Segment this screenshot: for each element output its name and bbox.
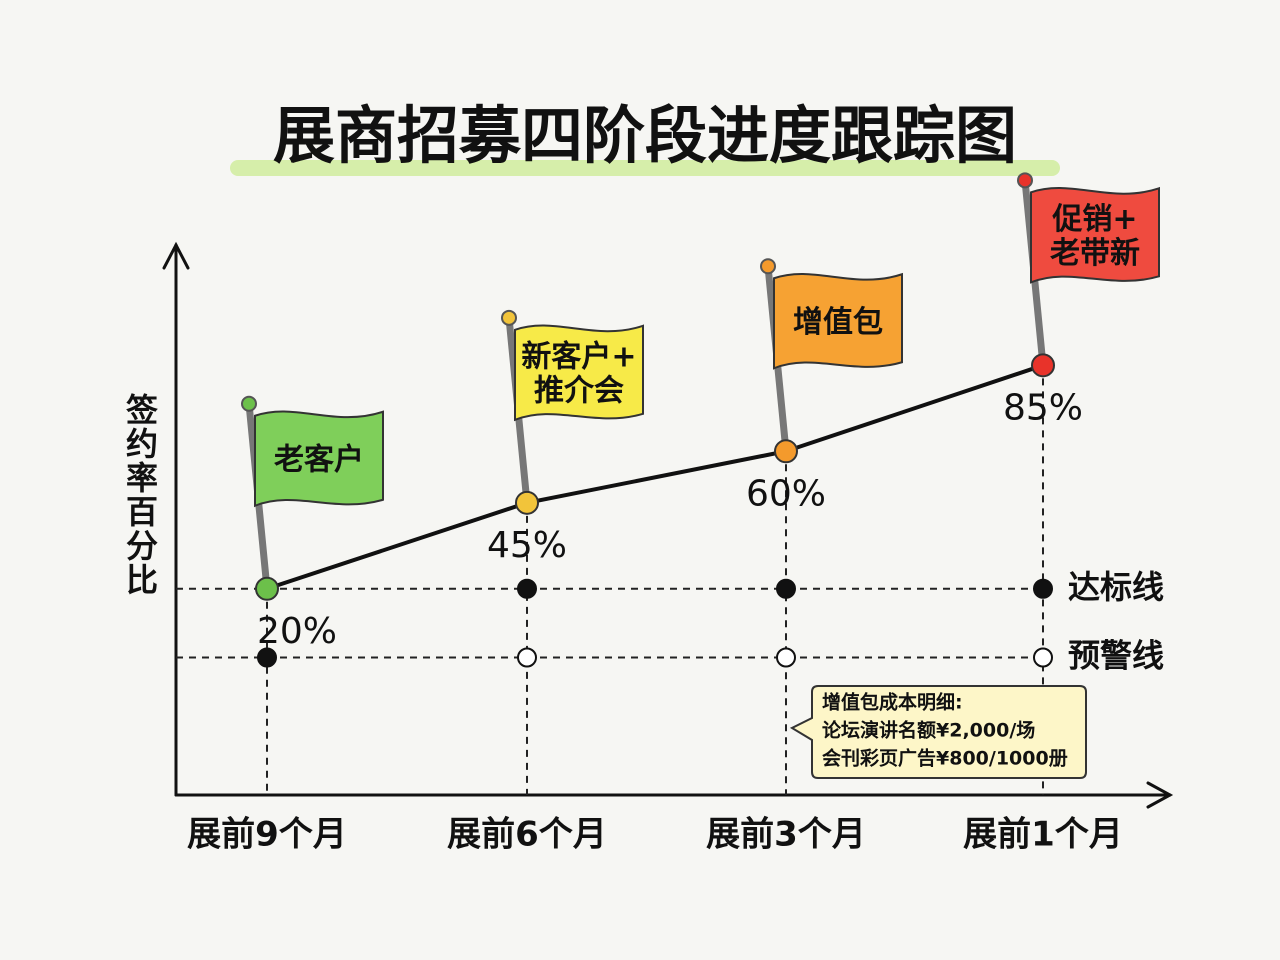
flag-knob [501,309,517,326]
flag [254,410,384,508]
flag-label: 增值包 [793,305,883,340]
point [774,439,798,464]
flag-label: 新客户+ [521,339,636,374]
reference-label: 预警线 [1068,637,1164,675]
note-text: 会刊彩页广告¥800/1000册 [822,747,1068,770]
line [266,363,1044,591]
point [1031,353,1055,378]
title-highlight [230,160,1060,176]
value-label: 20% [257,611,337,652]
axes [162,241,1174,809]
x-tick-label: 展前6个月 [447,815,607,855]
chart-title: 展商招募四阶段进度跟踪图 [273,99,1017,172]
x-tick-label: 展前1个月 [963,815,1123,855]
reference-dot [1033,578,1053,599]
flag [1030,186,1160,284]
flag [773,272,903,370]
note-text: 论坛演讲名额¥2,000/场 [822,719,1035,742]
note-box [789,685,1087,779]
flag-label: 推介会 [534,373,624,408]
reference-dot [1033,647,1053,668]
flag [514,324,644,422]
reference-dot [517,578,537,599]
reference-dot [517,647,537,668]
x-tick-label: 展前3个月 [706,815,866,855]
x-axis-arrow [1146,781,1174,809]
value-label: 45% [487,525,567,566]
point [515,490,539,515]
reference-dot [776,578,796,599]
flag-label: 老客户 [274,442,364,477]
value-label: 60% [746,473,826,514]
flag-knob [241,395,257,412]
reference-label: 达标线 [1068,568,1164,606]
point [255,576,279,601]
flag-knob [760,258,776,275]
reference-dot [776,647,796,668]
y-axis-label: 签约率百分比 [121,393,159,597]
note-text: 增值包成本明细: [822,691,963,714]
flag-label: 促销+ [1051,202,1137,237]
reference-dot [257,647,277,668]
y-axis-arrow [162,241,190,270]
value-label: 85% [1003,387,1083,428]
flag-knob [1017,172,1033,189]
flag-label: 老带新 [1050,236,1140,271]
x-tick-label: 展前9个月 [187,815,347,855]
